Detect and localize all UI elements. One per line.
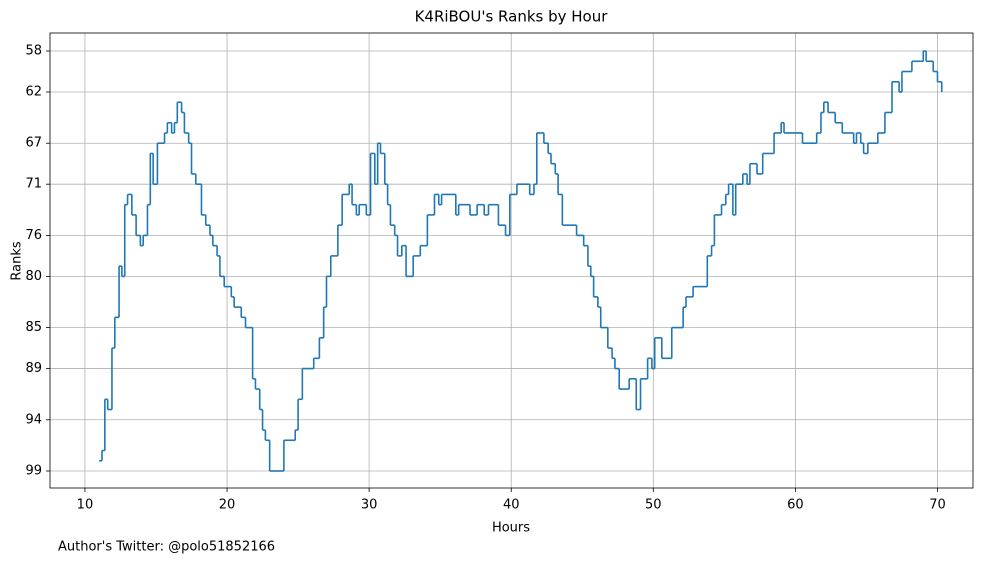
y-tick-label: 89 <box>25 361 42 376</box>
x-tick-label: 40 <box>503 498 520 513</box>
x-tick-label: 70 <box>929 498 946 513</box>
y-tick-label: 76 <box>25 228 42 243</box>
x-tick-label: 30 <box>361 498 378 513</box>
chart-title: K4RiBOU's Ranks by Hour <box>415 8 609 26</box>
y-tick-label: 80 <box>25 269 42 284</box>
footnote: Author's Twitter: @polo51852166 <box>58 540 275 555</box>
y-tick-label: 58 <box>25 44 42 59</box>
y-tick-label: 62 <box>25 85 42 100</box>
x-axis-label: Hours <box>492 521 530 536</box>
plot-frame <box>49 32 974 489</box>
x-tick-label: 50 <box>645 498 662 513</box>
x-tick-label: 20 <box>219 498 236 513</box>
y-axis-label: Ranks <box>10 241 25 280</box>
y-tick-label: 94 <box>25 412 42 427</box>
y-tick-label: 99 <box>25 463 42 478</box>
y-tick-label: 67 <box>25 136 42 151</box>
x-tick-label: 60 <box>787 498 804 513</box>
y-tick-label: 85 <box>25 320 42 335</box>
y-tick-label: 71 <box>25 177 42 192</box>
x-tick-label: 10 <box>77 498 94 513</box>
